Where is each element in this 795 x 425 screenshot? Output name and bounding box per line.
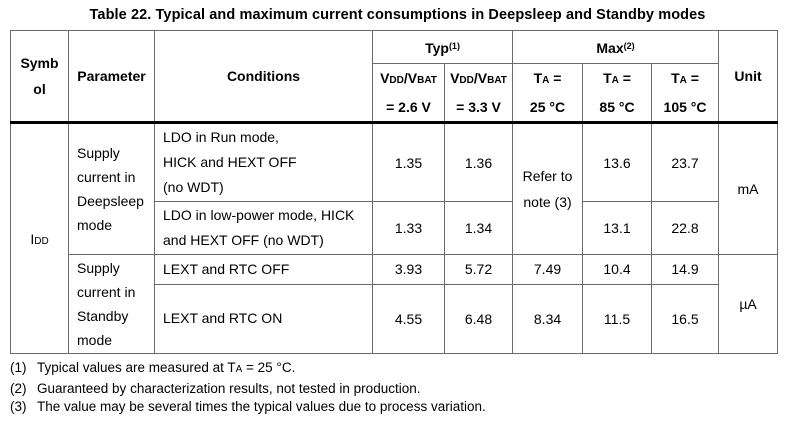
idd-sub: DD — [34, 235, 49, 247]
unit-ma: mA — [718, 122, 779, 255]
val-max25-standby-off: 7.49 — [512, 254, 584, 285]
footnote-3: (3) The value may be several times the t… — [10, 398, 795, 417]
ta-sub: A — [679, 75, 687, 86]
val-typ26-deepsleep-lowpower: 1.33 — [372, 201, 445, 255]
ta-label: T — [603, 70, 612, 86]
val-max25-standby-on: 8.34 — [512, 283, 584, 355]
max-footnote-ref: (2) — [623, 41, 635, 51]
table-row: LEXT and RTC ON 4.55 6.48 8.34 11.5 16.5 — [11, 283, 778, 355]
val-max85-deepsleep-lowpower: 13.1 — [582, 201, 653, 255]
ta-105-value: 105 °C — [663, 99, 707, 115]
vbat-sub: BAT — [487, 75, 507, 86]
ta-label: T — [533, 70, 543, 86]
footnote-3-text: The value may be several times the typic… — [37, 399, 486, 414]
ta-eq: = — [549, 70, 562, 86]
val-max85-standby-on: 11.5 — [582, 283, 653, 355]
vdd-label: V — [380, 70, 390, 86]
current-consumption-table: Symb ol Parameter Conditions Typ(1) Max(… — [10, 30, 779, 355]
typ-label: Typ — [425, 40, 449, 56]
param-standby: Supply current in Standby mode — [68, 254, 155, 354]
footnote-1-pre: Typical values are measured at T — [37, 360, 236, 375]
val-typ26-standby-off: 3.93 — [372, 254, 445, 285]
param-deepsleep: Supply current in Deepsleep mode — [68, 122, 155, 255]
vdd-label: V — [450, 70, 460, 86]
header-max-ta-105: TA = 105 °C — [651, 63, 720, 124]
footnote-1-number: (1) — [10, 360, 27, 375]
vdd-sub: DD — [389, 75, 404, 86]
unit-ua: µA — [718, 254, 779, 354]
vbat-label: /V — [473, 70, 488, 86]
header-max-group: Max(2) — [512, 30, 720, 64]
val-max85-deepsleep-run: 13.6 — [582, 122, 653, 202]
cond-deepsleep-run: LDO in Run mode, HICK and HEXT OFF (no W… — [154, 122, 373, 202]
val-typ33-deepsleep-run: 1.36 — [443, 122, 514, 202]
idd-base: I — [30, 230, 35, 247]
val-max105-standby-on: 16.5 — [651, 283, 720, 355]
cond-standby-rtc-off: LEXT and RTC OFF — [154, 254, 373, 285]
header-typ-vdd-2v6: VDD/VBAT = 2.6 V — [372, 63, 445, 124]
header-unit: Unit — [718, 30, 779, 124]
val-max105-standby-off: 14.9 — [651, 254, 720, 285]
footnote-1-sub: A — [235, 364, 243, 375]
footnotes: (1) Typical values are measured at TA = … — [10, 359, 795, 417]
ta-25-value: 25 °C — [529, 99, 566, 115]
ta-85-value: 85 °C — [599, 99, 635, 115]
val-typ33-standby-off: 5.72 — [443, 254, 514, 285]
footnote-2-number: (2) — [10, 380, 27, 396]
val-typ33-deepsleep-lowpower: 1.34 — [443, 201, 514, 255]
table-title: Table 22. Typical and maximum current co… — [89, 7, 706, 23]
typ-footnote-ref: (1) — [448, 41, 460, 51]
val-max85-standby-off: 10.4 — [582, 254, 653, 285]
val-typ26-deepsleep-run: 1.35 — [372, 122, 445, 202]
table-row: IDD Supply current in Deepsleep mode LDO… — [10, 122, 779, 354]
ta-sub: A — [611, 75, 619, 86]
vdd-sub: DD — [459, 75, 474, 86]
vbat-label: /V — [403, 70, 418, 86]
footnote-3-number: (3) — [10, 399, 27, 414]
footnote-2: (2) Guaranteed by characterization resul… — [10, 380, 795, 399]
cond-deepsleep-lowpower: LDO in low-power mode, HICK and HEXT OFF… — [154, 201, 373, 255]
table-row: LDO in low-power mode, HICK and HEXT OFF… — [11, 201, 778, 255]
ta-label: T — [671, 70, 680, 86]
cond-standby-rtc-on: LEXT and RTC ON — [154, 283, 373, 355]
val-typ26-standby-on: 4.55 — [372, 283, 445, 355]
header-max-ta-25: TA = 25 °C — [512, 63, 584, 124]
vdd-3v3-value: = 3.3 V — [456, 99, 501, 115]
footnote-1-post: = 25 °C. — [242, 360, 296, 375]
ta-sub: A — [542, 75, 550, 86]
table-row: Supply current in Standby mode LEXT and … — [11, 254, 779, 354]
footnote-1: (1) Typical values are measured at TA = … — [10, 359, 795, 380]
header-symbol: Symb ol — [10, 30, 69, 124]
ta-eq: = — [686, 70, 699, 86]
footnote-1-text: Typical values are measured at TA = 25 °… — [37, 359, 295, 380]
header-typ-group: Typ(1) — [371, 30, 514, 64]
val-typ33-standby-on: 6.48 — [443, 283, 514, 355]
val-max25-deepsleep-note: Refer to note (3) — [512, 122, 584, 255]
symbol-idd: IDD — [10, 122, 69, 354]
footnote-2-text: Guaranteed by characterization results, … — [37, 380, 421, 396]
val-max105-deepsleep-lowpower: 22.8 — [651, 201, 720, 255]
vdd-2v6-value: = 2.6 V — [386, 99, 431, 115]
header-max-ta-85: TA = 85 °C — [582, 63, 653, 124]
vbat-sub: BAT — [417, 75, 437, 86]
header-conditions: Conditions — [154, 30, 373, 124]
ta-eq: = — [618, 70, 631, 86]
header-parameter: Parameter — [68, 30, 155, 124]
header-typ-vdd-3v3: VDD/VBAT = 3.3 V — [443, 63, 514, 124]
max-label: Max — [596, 40, 624, 56]
val-max105-deepsleep-run: 23.7 — [651, 122, 720, 202]
